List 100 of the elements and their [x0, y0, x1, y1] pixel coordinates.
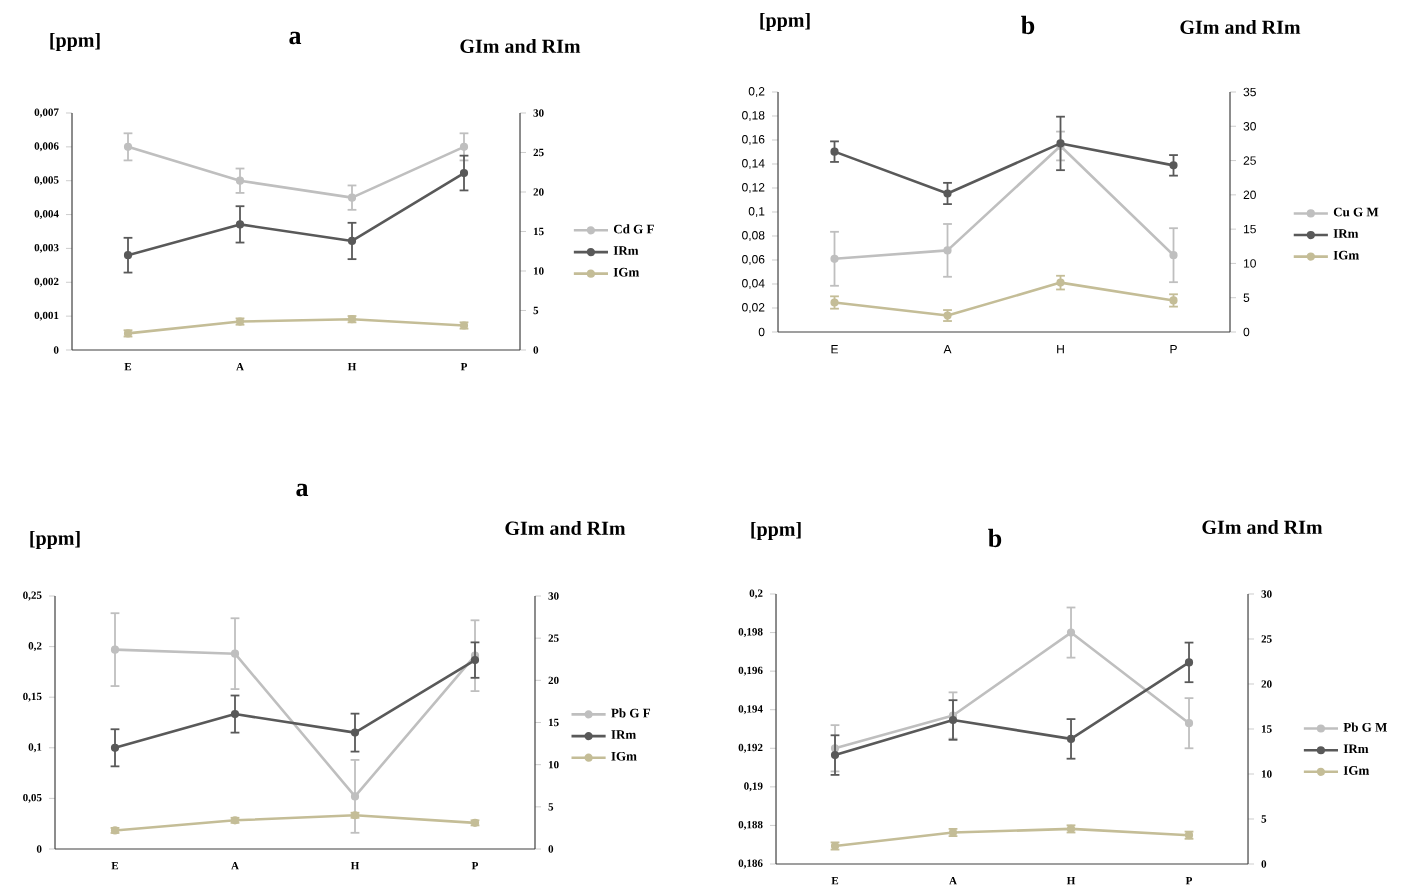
- chart-title: b: [1021, 15, 1035, 35]
- y-tick-label: 0,198: [738, 628, 763, 638]
- legend-label: Cu G M: [1333, 207, 1379, 217]
- y2-tick-label: 15: [1261, 725, 1272, 733]
- legend-label: IRm: [1343, 744, 1369, 754]
- y2-tick-label: 20: [1261, 680, 1272, 688]
- y-tick-label: 0,05: [23, 793, 42, 803]
- y-tick-label: 0,003: [34, 243, 59, 253]
- y-tick-label: 0,188: [738, 820, 763, 830]
- y-tick-label: 0,007: [34, 108, 59, 118]
- y-tick-label: 0,2: [749, 589, 763, 599]
- y-tick-label: 0,001: [34, 311, 59, 321]
- y-axis-title: [ppm]: [50, 32, 100, 52]
- y-tick-label: 0,08: [742, 231, 765, 241]
- y2-axis-title: GIm and RIm: [505, 520, 626, 536]
- x-tick-label: A: [943, 345, 952, 354]
- y-tick-label: 0,02: [742, 303, 765, 313]
- x-tick-label: A: [236, 363, 244, 371]
- legend-label: IRm: [613, 246, 639, 255]
- y2-tick-label: 20: [1243, 190, 1256, 200]
- y2-tick-label: 10: [1261, 770, 1272, 778]
- y-tick-label: 0,196: [738, 666, 763, 676]
- y-tick-label: 0,2: [28, 642, 42, 652]
- y-tick-label: 0,186: [738, 859, 763, 869]
- y-tick-label: 0: [36, 845, 42, 853]
- legend-label: IGm: [611, 751, 637, 761]
- y-tick-label: 0,004: [34, 210, 59, 220]
- y2-tick-label: 15: [1243, 224, 1256, 234]
- x-tick-label: E: [111, 862, 119, 870]
- y2-axis-title: GIm and RIm: [460, 38, 581, 54]
- y-tick-label: 0: [53, 346, 59, 354]
- y2-tick-label: 25: [1243, 156, 1256, 165]
- y2-tick-label: 15: [533, 227, 544, 236]
- legend-label: IGm: [1333, 250, 1359, 260]
- y2-tick-label: 25: [533, 148, 544, 157]
- y-tick-label: 0,005: [34, 176, 59, 186]
- y2-tick-label: 5: [1261, 815, 1267, 823]
- legend-label: Cd G F: [613, 224, 654, 234]
- x-tick-label: P: [471, 862, 479, 870]
- y-tick-label: 0,16: [742, 135, 765, 145]
- x-tick-label: A: [949, 877, 957, 885]
- x-tick-label: H: [1066, 877, 1076, 885]
- x-tick-label: E: [831, 877, 839, 885]
- y-tick-label: 0,06: [742, 255, 765, 265]
- y-tick-label: 0,12: [742, 183, 765, 193]
- y-tick-label: 0,25: [23, 591, 42, 601]
- y-axis-title: [ppm]: [760, 12, 810, 32]
- y-tick-label: 0,002: [34, 277, 59, 287]
- y2-axis-title: GIm and RIm: [1180, 19, 1301, 35]
- y-tick-label: 0,04: [742, 279, 765, 289]
- y2-tick-label: 20: [548, 676, 559, 685]
- y2-tick-label: 10: [548, 760, 559, 769]
- y2-tick-label: 0: [1261, 860, 1267, 868]
- y-axis-title: [ppm]: [30, 530, 80, 550]
- y-axis-title: [ppm]: [751, 521, 801, 541]
- legend-label: IGm: [613, 267, 640, 277]
- y2-tick-label: 5: [548, 803, 554, 811]
- y2-tick-label: 0: [533, 346, 539, 354]
- y-tick-label: 0: [758, 327, 765, 337]
- y2-tick-label: 15: [548, 718, 559, 727]
- y-tick-label: 0,19: [744, 782, 763, 792]
- x-tick-label: E: [831, 345, 839, 354]
- y-tick-label: 0,14: [742, 159, 765, 169]
- x-tick-label: H: [350, 862, 360, 870]
- x-tick-label: P: [1185, 877, 1193, 885]
- y2-tick-label: 0: [1243, 327, 1250, 337]
- y-tick-label: 0,2: [748, 87, 765, 97]
- legend-label: IRm: [1333, 229, 1359, 238]
- y-tick-label: 0,006: [34, 142, 59, 152]
- y2-tick-label: 5: [1243, 293, 1250, 302]
- chart-title: b: [988, 528, 1002, 548]
- y-tick-label: 0,1: [28, 743, 42, 753]
- legend-label: IRm: [611, 730, 636, 739]
- x-tick-label: H: [347, 363, 357, 371]
- x-tick-label: E: [124, 363, 132, 371]
- x-tick-label: P: [460, 363, 468, 371]
- chart-title: a: [296, 483, 309, 497]
- y-tick-label: 0,194: [738, 705, 763, 715]
- y2-tick-label: 10: [533, 267, 544, 275]
- y-tick-label: 0,192: [738, 743, 763, 753]
- x-tick-label: P: [1170, 345, 1177, 354]
- x-tick-label: H: [1057, 345, 1064, 354]
- legend-label: IGm: [1343, 766, 1370, 775]
- y-tick-label: 0,15: [23, 692, 42, 702]
- y2-tick-label: 25: [548, 634, 559, 642]
- chart-title: a: [289, 31, 302, 45]
- y2-axis-title: GIm and RIm: [1202, 519, 1323, 535]
- y2-tick-label: 0: [548, 845, 554, 853]
- legend-label: Pb G F: [611, 708, 651, 718]
- y-tick-label: 0,1: [748, 207, 765, 217]
- y2-tick-label: 30: [548, 592, 559, 600]
- y2-tick-label: 30: [1243, 122, 1256, 131]
- y2-tick-label: 35: [1243, 87, 1256, 97]
- y-tick-label: 0,18: [742, 111, 765, 121]
- y2-tick-label: 20: [533, 188, 544, 196]
- y2-tick-label: 30: [1261, 590, 1272, 598]
- legend-label: Pb G M: [1343, 722, 1387, 732]
- x-tick-label: A: [231, 862, 239, 870]
- y2-tick-label: 30: [533, 109, 544, 117]
- y2-tick-label: 10: [1243, 259, 1256, 268]
